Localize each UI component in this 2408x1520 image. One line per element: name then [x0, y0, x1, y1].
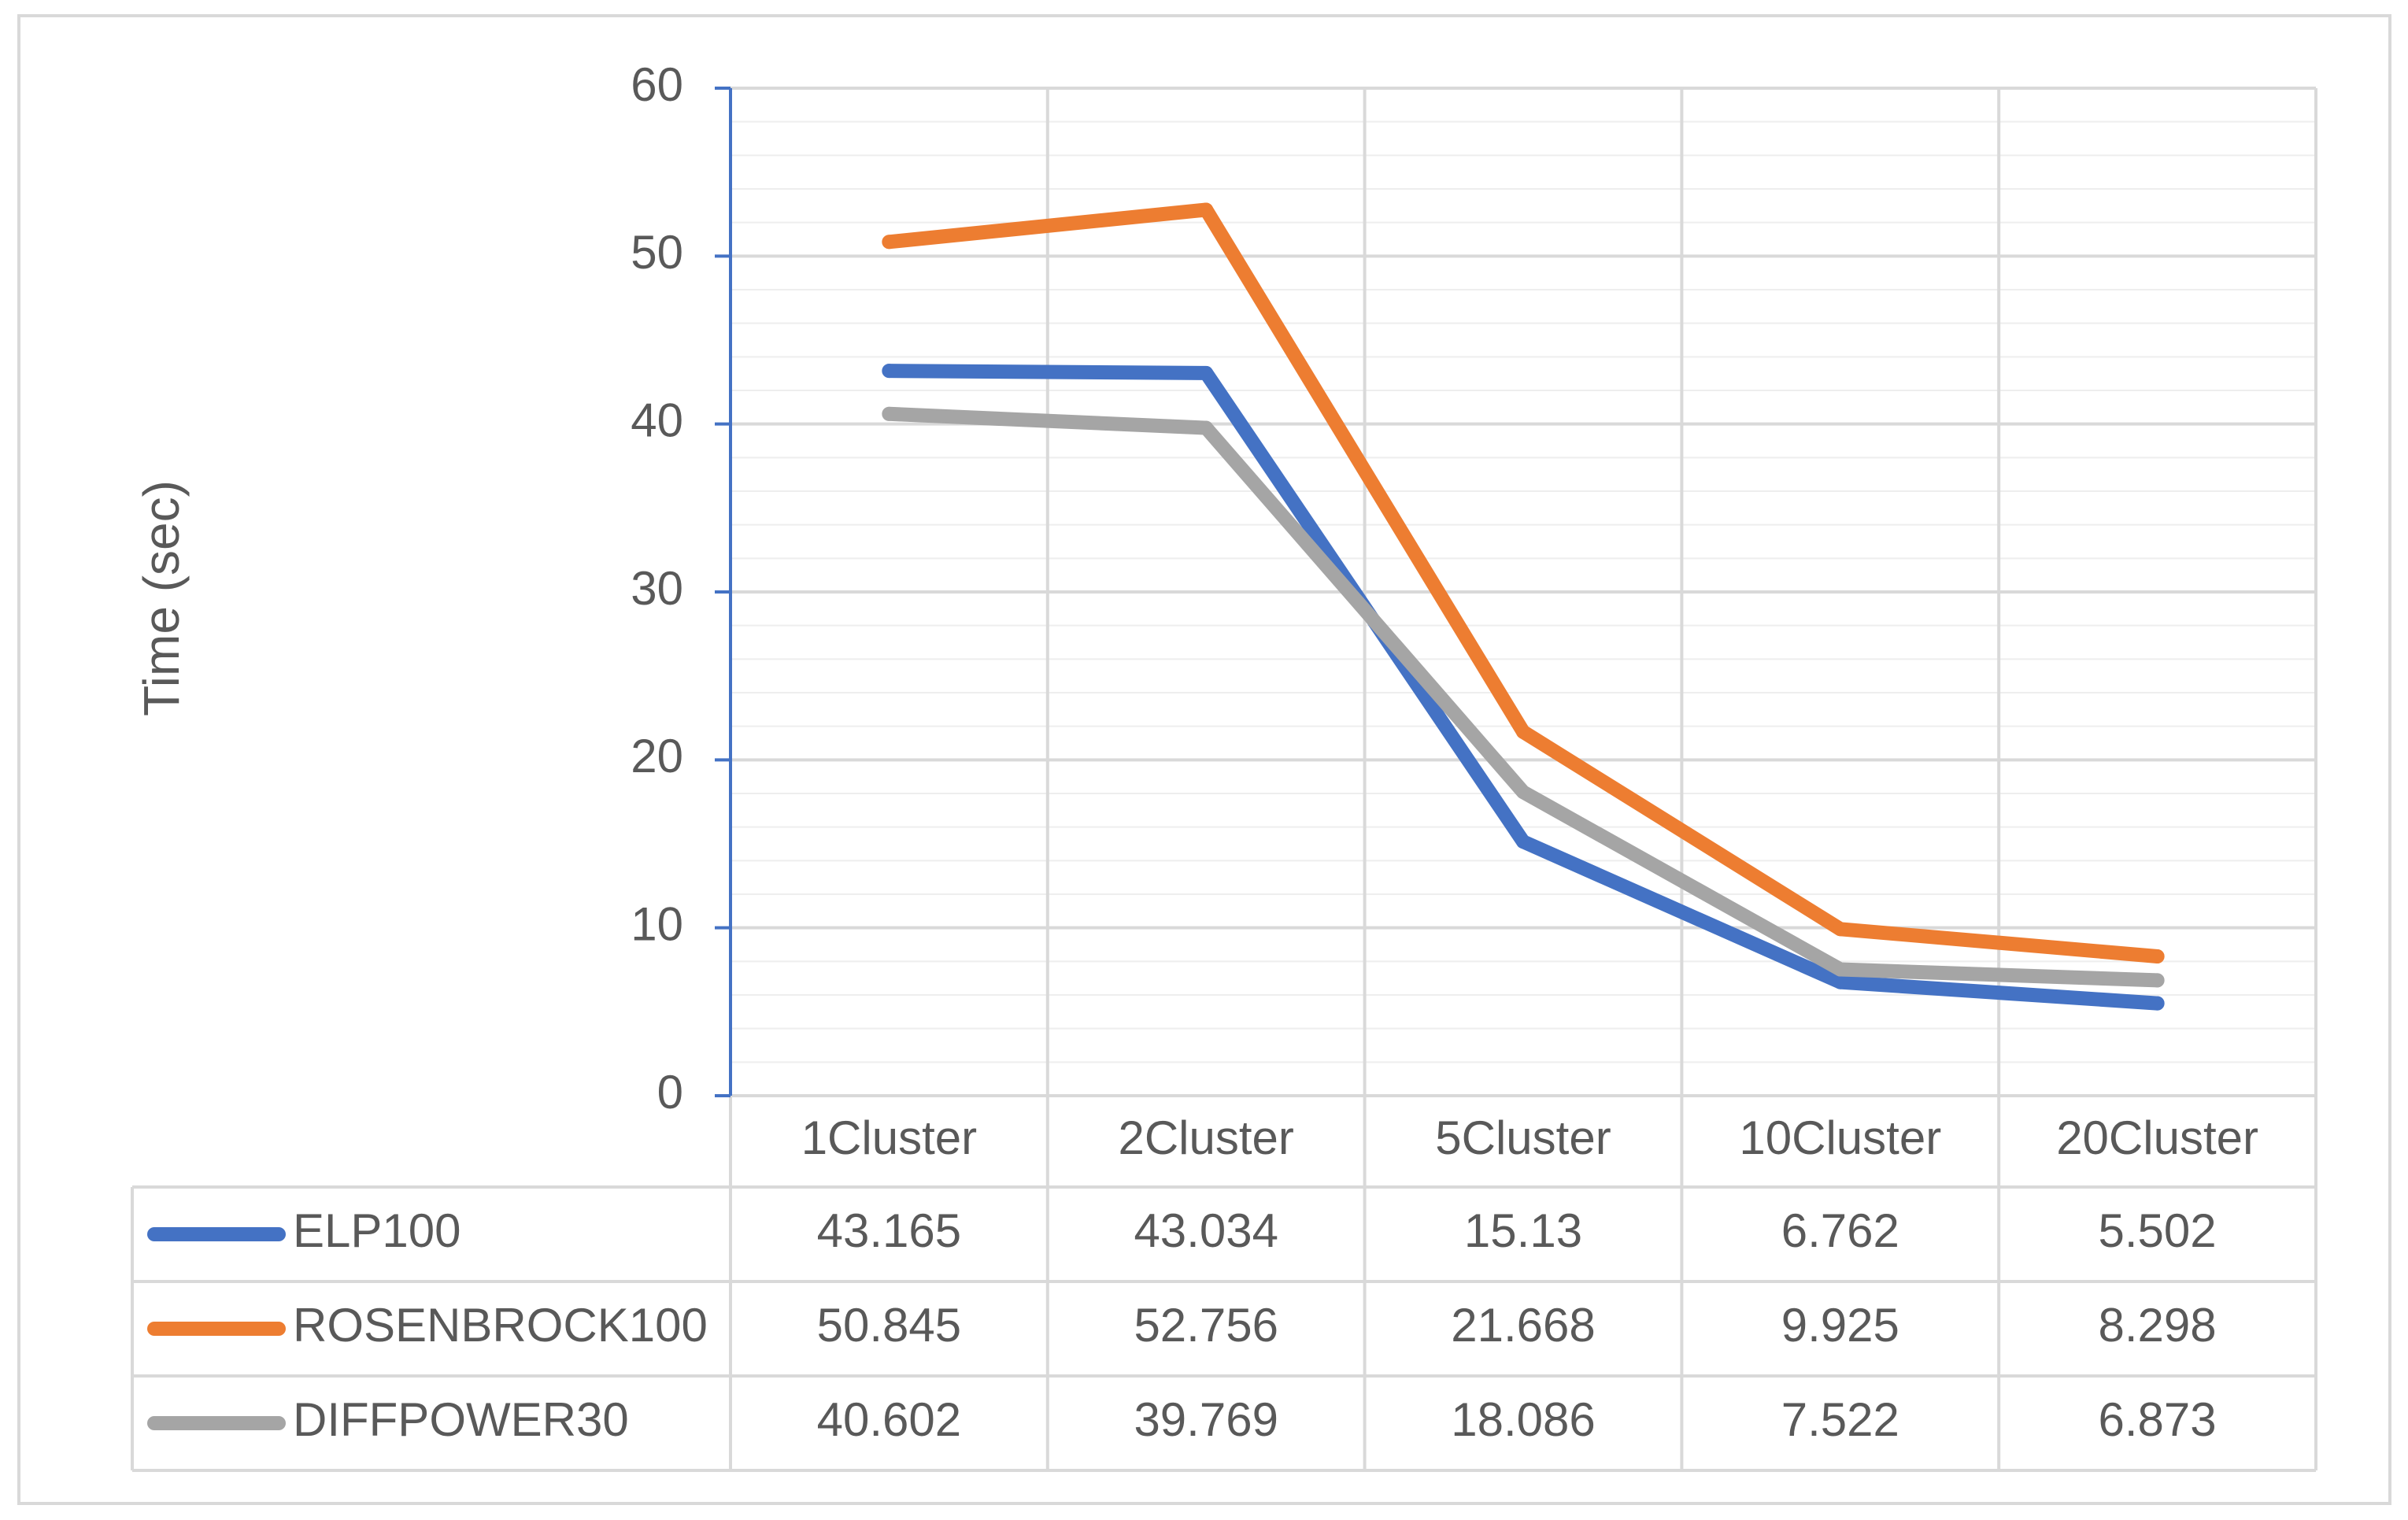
data-point — [1833, 975, 1848, 989]
data-table-cell: 39.769 — [1134, 1393, 1278, 1446]
y-axis — [715, 87, 2316, 1097]
x-category-label: 2Cluster — [1118, 1111, 1293, 1164]
y-tick-label: 10 — [631, 898, 683, 951]
data-table-cell: 9.925 — [1781, 1299, 1899, 1352]
x-category-label: 20Cluster — [2056, 1111, 2258, 1164]
series-layer — [882, 202, 2165, 1011]
x-category-label: 10Cluster — [1739, 1111, 1941, 1164]
data-table-cell: 8.298 — [2099, 1299, 2217, 1352]
x-category-label: 1Cluster — [801, 1111, 977, 1164]
data-point — [882, 406, 897, 421]
data-point — [1516, 834, 1530, 849]
data-point — [882, 235, 897, 250]
data-point — [1199, 202, 1214, 217]
data-point — [882, 364, 897, 379]
data-table-cell: 6.873 — [2099, 1393, 2217, 1446]
y-tick-label: 40 — [631, 394, 683, 447]
data-table-cell: 5.502 — [2099, 1204, 2217, 1257]
data-table-cell: 50.845 — [817, 1299, 962, 1352]
data-point — [1199, 420, 1214, 435]
data-point — [2150, 973, 2165, 988]
y-tick-label: 30 — [631, 562, 683, 615]
data-point — [1516, 785, 1530, 800]
data-table-cell: 15.13 — [1464, 1204, 1582, 1257]
y-axis-title: Time (sec) — [133, 480, 190, 716]
data-point — [2150, 996, 2165, 1011]
data-table-cell: 21.668 — [1451, 1299, 1596, 1352]
y-tick-label: 20 — [631, 730, 683, 782]
data-point — [1199, 365, 1214, 380]
data-table — [131, 1096, 2317, 1472]
data-table-cell: 52.756 — [1134, 1299, 1278, 1352]
legend-entry: DIFFPOWER30 — [293, 1393, 629, 1446]
data-table-cell: 43.165 — [817, 1204, 962, 1257]
data-table-cell: 43.034 — [1134, 1204, 1278, 1257]
y-tick-label: 0 — [657, 1066, 683, 1119]
grid-layer — [731, 87, 2317, 1187]
label-layer: 0 10 20 30 40 50 60 1Cluster 2Cluster 5Cluster 10C… — [293, 58, 2258, 1446]
y-tick-label: 50 — [631, 226, 683, 279]
data-point — [2150, 949, 2165, 963]
data-point — [1516, 724, 1530, 739]
data-point — [1833, 962, 1848, 977]
legend-entry: ELP100 — [293, 1204, 461, 1257]
y-tick-label: 60 — [631, 58, 683, 111]
data-table-cell: 6.762 — [1781, 1204, 1899, 1257]
data-table-cell: 40.602 — [817, 1393, 962, 1446]
x-category-label: 5Cluster — [1435, 1111, 1611, 1164]
data-table-cell: 7.522 — [1781, 1393, 1899, 1446]
data-point — [1833, 922, 1848, 937]
data-table-cell: 18.086 — [1451, 1393, 1596, 1446]
legend-entry: ROSENBROCK100 — [293, 1299, 708, 1352]
